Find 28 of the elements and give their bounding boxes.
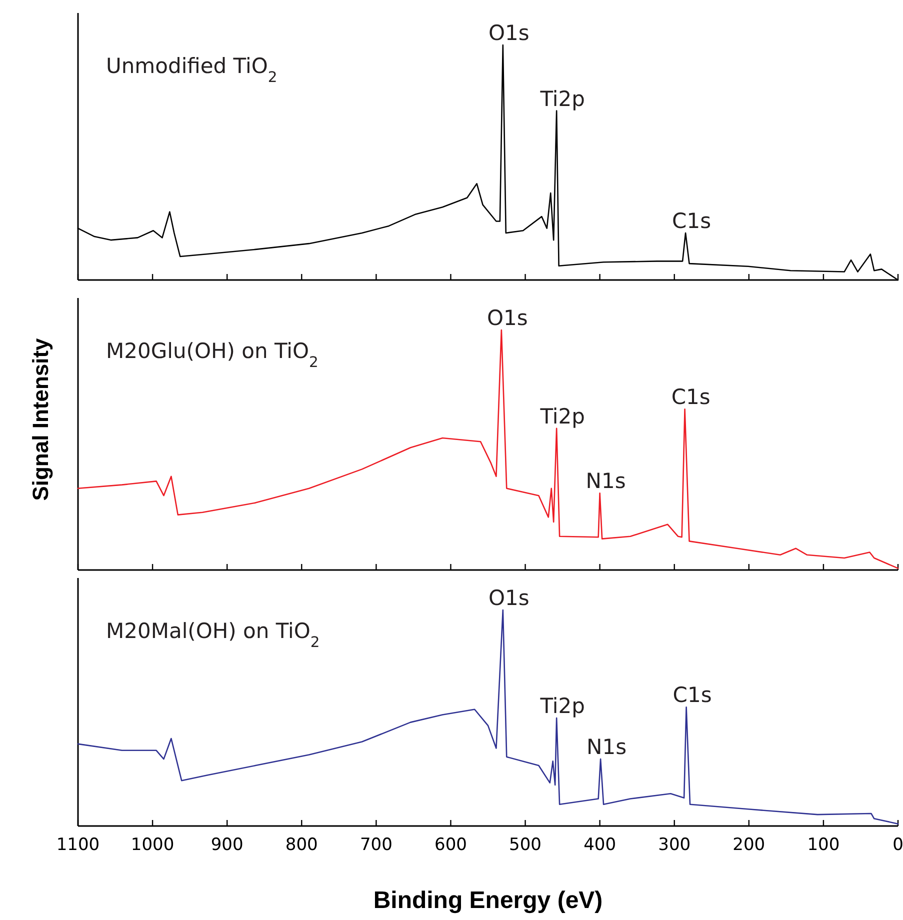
annotation: O1s: [488, 586, 530, 610]
annotation: M20Glu(OH) on TiO$_{2}$: [106, 339, 318, 370]
annotation: Unmodified TiO$_{2}$: [106, 54, 278, 86]
annotation: O1s: [486, 306, 528, 330]
x-axis-title: Binding Energy (eV): [373, 887, 603, 914]
annotation: M20Mal(OH) on TiO$_{2}$: [106, 619, 320, 650]
x-tick-label: 800: [285, 835, 318, 855]
annotation: O1s: [488, 21, 530, 45]
x-tick-label: 600: [434, 835, 467, 855]
x-tick-label: 300: [658, 835, 691, 855]
annotation: Ti2p: [539, 694, 585, 718]
annotation: C1s: [672, 683, 712, 708]
x-tick-label: 0: [892, 835, 903, 855]
x-tick-label: 1100: [56, 835, 100, 855]
x-tick-label: 900: [210, 835, 244, 855]
annotation: C1s: [671, 385, 710, 410]
annotation: Ti2p: [539, 404, 585, 428]
x-tick-label: 500: [509, 835, 542, 855]
x-tick-label: 1000: [130, 835, 174, 855]
x-tick-label: 400: [584, 835, 616, 855]
annotation: Ti2p: [539, 86, 585, 111]
annotation: N1s: [586, 469, 626, 494]
y-axis-title: Signal Intensity: [28, 337, 53, 501]
x-tick-label: 700: [360, 835, 392, 855]
annotation: C1s: [672, 209, 712, 233]
x-tick-label: 100: [807, 835, 840, 855]
x-tick-label: 200: [732, 835, 766, 855]
annotation: N1s: [586, 735, 627, 760]
